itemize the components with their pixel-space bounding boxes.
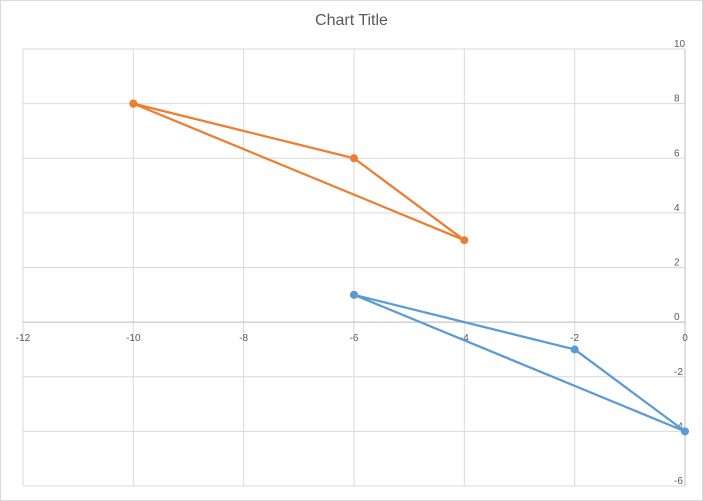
x-tick-label: -4: [460, 333, 469, 344]
x-tick-label: -12: [16, 333, 31, 344]
data-point: [129, 99, 138, 108]
y-tick-label: -2: [674, 367, 683, 378]
y-tick-label: 8: [674, 94, 680, 105]
x-tick-label: 0: [682, 333, 688, 344]
x-tick-label: -8: [239, 333, 248, 344]
x-tick-label: -6: [350, 333, 359, 344]
data-point: [460, 236, 469, 245]
data-point: [350, 290, 358, 299]
y-tick-label: 6: [674, 148, 680, 159]
y-tick-label: 4: [674, 203, 680, 214]
y-tick-label: 2: [674, 258, 680, 269]
data-point: [681, 427, 689, 436]
data-point: [350, 154, 358, 163]
x-tick-label: -10: [126, 333, 141, 344]
x-tick-label: -2: [570, 333, 579, 344]
y-tick-label: 0: [674, 312, 680, 323]
chart-title: Chart Title: [315, 12, 388, 29]
series-line: [132, 102, 466, 242]
series-line: [353, 293, 687, 433]
y-tick-label: 10: [674, 39, 686, 50]
y-tick-label: -6: [674, 476, 683, 487]
data-point: [570, 345, 579, 354]
